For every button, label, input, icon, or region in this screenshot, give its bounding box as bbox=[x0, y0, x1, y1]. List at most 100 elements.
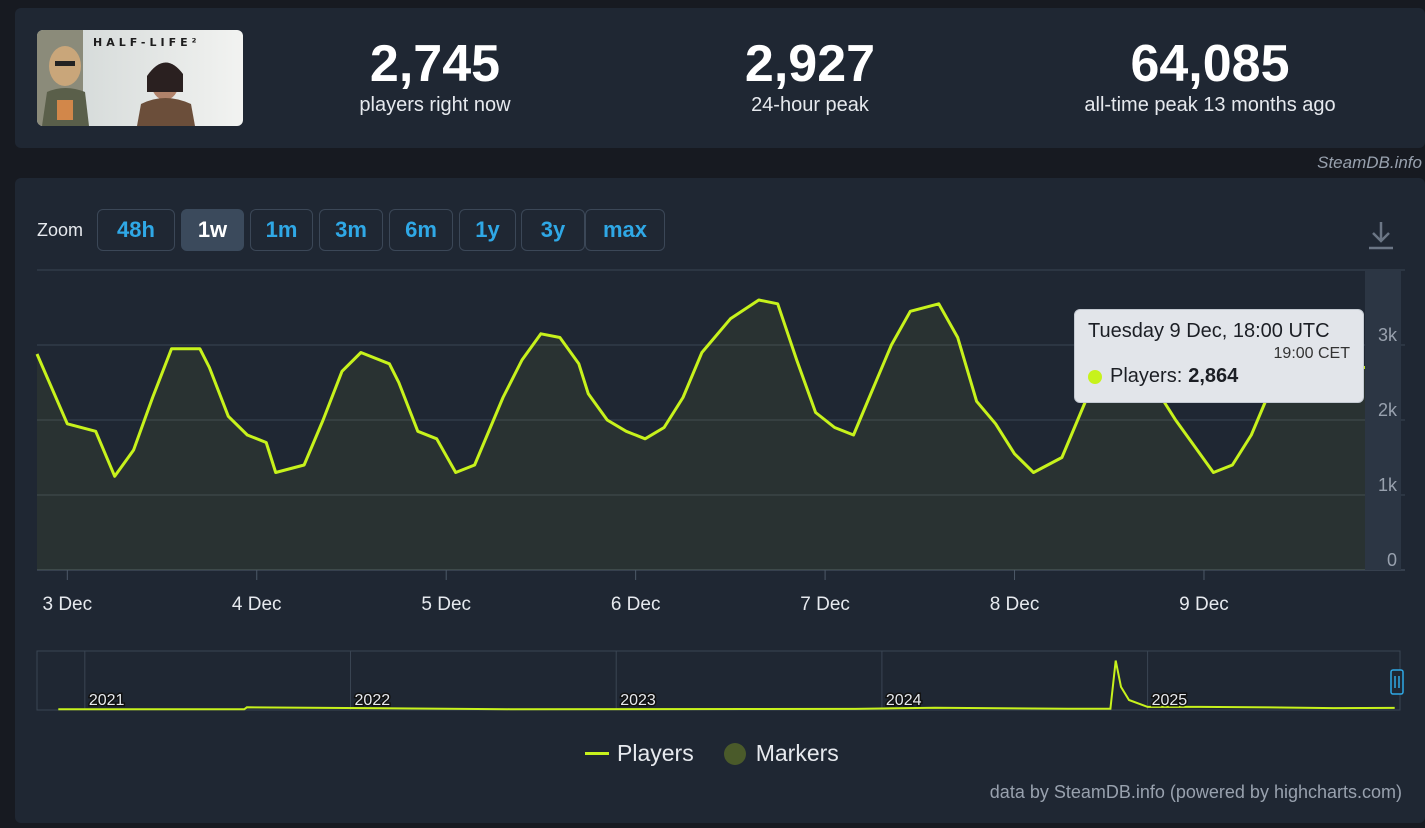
data-point bbox=[227, 415, 229, 417]
data-point bbox=[559, 337, 561, 339]
player-count-chart[interactable]: 3 Dec 4 Dec 5 Dec 6 Dec 7 Dec 8 Dec 9 Dec 0 1k 2… bbox=[15, 258, 1425, 678]
y-tick-label: 0 bbox=[1387, 550, 1397, 570]
data-point bbox=[1231, 464, 1233, 466]
data-point bbox=[606, 419, 608, 421]
zoom-max-button[interactable]: max bbox=[585, 209, 665, 251]
summary-card: HALF-LIFE² 2,745 players right now 2,927… bbox=[15, 8, 1425, 148]
navigator-line bbox=[58, 660, 1395, 711]
data-point bbox=[436, 438, 438, 440]
data-point bbox=[1364, 367, 1366, 369]
zoom-1m-button[interactable]: 1m bbox=[250, 209, 313, 251]
data-point bbox=[871, 389, 873, 391]
tooltip-value: 2,864 bbox=[1188, 365, 1239, 387]
tooltip-series-name: Players: bbox=[1110, 365, 1183, 387]
game-logo[interactable]: HALF-LIFE² bbox=[37, 30, 243, 126]
game-logo-art bbox=[37, 30, 243, 126]
legend-dot-swatch bbox=[723, 742, 746, 765]
footer-credit[interactable]: data by SteamDB.info (powered by highcha… bbox=[989, 782, 1402, 802]
data-point bbox=[758, 299, 760, 301]
stat-players-now: 2,745 players right now bbox=[350, 36, 520, 117]
navigator-year-label: 2023 bbox=[620, 692, 656, 709]
source-credit[interactable]: SteamDB.info bbox=[1317, 153, 1422, 172]
zoom-3y-button[interactable]: 3y bbox=[521, 209, 585, 251]
navigator-chart[interactable]: 2021 2022 2023 2024 2025 bbox=[15, 648, 1425, 718]
x-tick-label: 4 Dec bbox=[232, 594, 282, 615]
zoom-3m-button[interactable]: 3m bbox=[319, 209, 383, 251]
data-point bbox=[398, 382, 400, 384]
x-tick-label: 9 Dec bbox=[1179, 594, 1229, 615]
data-point bbox=[540, 333, 542, 335]
data-point bbox=[995, 423, 997, 425]
legend-players[interactable]: Players bbox=[585, 740, 694, 767]
navigator-handle[interactable] bbox=[1390, 669, 1404, 695]
y-tick-label: 1k bbox=[1378, 475, 1398, 495]
stat-value: 64,085 bbox=[1130, 35, 1290, 93]
data-point bbox=[199, 348, 201, 350]
data-point bbox=[246, 434, 248, 436]
stat-label: all-time peak 13 months ago bbox=[1084, 94, 1336, 116]
data-point bbox=[303, 464, 305, 466]
navigator-year-label: 2024 bbox=[886, 692, 922, 709]
data-point bbox=[587, 393, 589, 395]
data-point bbox=[152, 397, 154, 399]
data-point bbox=[502, 397, 504, 399]
legend-markers[interactable]: Markers bbox=[723, 740, 839, 767]
chart-card: Zoom 48h 1w 1m 3m 6m 1y 3y max 3 Dec 4 De… bbox=[15, 178, 1425, 823]
x-tick-label: 3 Dec bbox=[42, 594, 92, 615]
data-point bbox=[976, 400, 978, 402]
data-point bbox=[663, 427, 665, 429]
data-point bbox=[578, 363, 580, 365]
y-tick-label: 2k bbox=[1378, 400, 1398, 420]
data-point bbox=[890, 344, 892, 346]
legend: Players Markers bbox=[585, 740, 869, 767]
tooltip-row: Players: 2,864 bbox=[1088, 365, 1350, 388]
data-point bbox=[853, 434, 855, 436]
stat-all-time-peak: 64,085 all-time peak 13 months ago bbox=[1050, 36, 1370, 117]
chart-tooltip: Tuesday 9 Dec, 18:00 UTC 19:00 CET Playe… bbox=[1074, 309, 1364, 403]
data-point bbox=[208, 367, 210, 369]
data-point bbox=[322, 419, 324, 421]
data-point bbox=[474, 464, 476, 466]
stat-value: 2,927 bbox=[744, 35, 876, 93]
data-point bbox=[834, 427, 836, 429]
data-point bbox=[360, 352, 362, 354]
data-point bbox=[521, 359, 523, 361]
x-tick-label: 7 Dec bbox=[800, 594, 850, 615]
download-icon[interactable] bbox=[1365, 218, 1397, 252]
data-point bbox=[1032, 472, 1034, 474]
data-point bbox=[701, 352, 703, 354]
players-area bbox=[37, 300, 1365, 570]
data-point bbox=[1080, 412, 1082, 414]
data-point bbox=[1175, 419, 1177, 421]
data-point bbox=[1212, 472, 1214, 474]
tooltip-date: Tuesday 9 Dec, 18:00 UTC bbox=[1088, 320, 1330, 342]
data-point bbox=[1061, 457, 1063, 459]
data-point bbox=[1250, 434, 1252, 436]
stat-label: 24-hour peak bbox=[751, 94, 869, 116]
data-point bbox=[95, 430, 97, 432]
zoom-6m-button[interactable]: 6m bbox=[389, 209, 453, 251]
data-point bbox=[777, 303, 779, 305]
zoom-label: Zoom bbox=[37, 220, 84, 240]
stat-label: players right now bbox=[359, 94, 511, 116]
data-point bbox=[957, 337, 959, 339]
x-tick-label: 8 Dec bbox=[990, 594, 1040, 615]
zoom-1w-button[interactable]: 1w bbox=[181, 209, 244, 251]
legend-label: Players bbox=[617, 740, 694, 766]
stat-value: 2,745 bbox=[369, 35, 501, 93]
data-point bbox=[114, 475, 116, 477]
data-point bbox=[909, 310, 911, 312]
data-point bbox=[796, 359, 798, 361]
y-tick-label: 3k bbox=[1378, 325, 1398, 345]
stat-24h-peak: 2,927 24-hour peak bbox=[725, 36, 895, 117]
navigator-frame bbox=[36, 650, 1401, 711]
data-point bbox=[133, 449, 135, 451]
zoom-1y-button[interactable]: 1y bbox=[459, 209, 516, 251]
navigator-year-label: 2022 bbox=[355, 692, 391, 709]
navigator-year-label: 2025 bbox=[1152, 692, 1188, 709]
data-point bbox=[66, 423, 68, 425]
zoom-48h-button[interactable]: 48h bbox=[97, 209, 175, 251]
data-point bbox=[388, 363, 390, 365]
data-point bbox=[265, 442, 267, 444]
data-point bbox=[36, 353, 38, 355]
